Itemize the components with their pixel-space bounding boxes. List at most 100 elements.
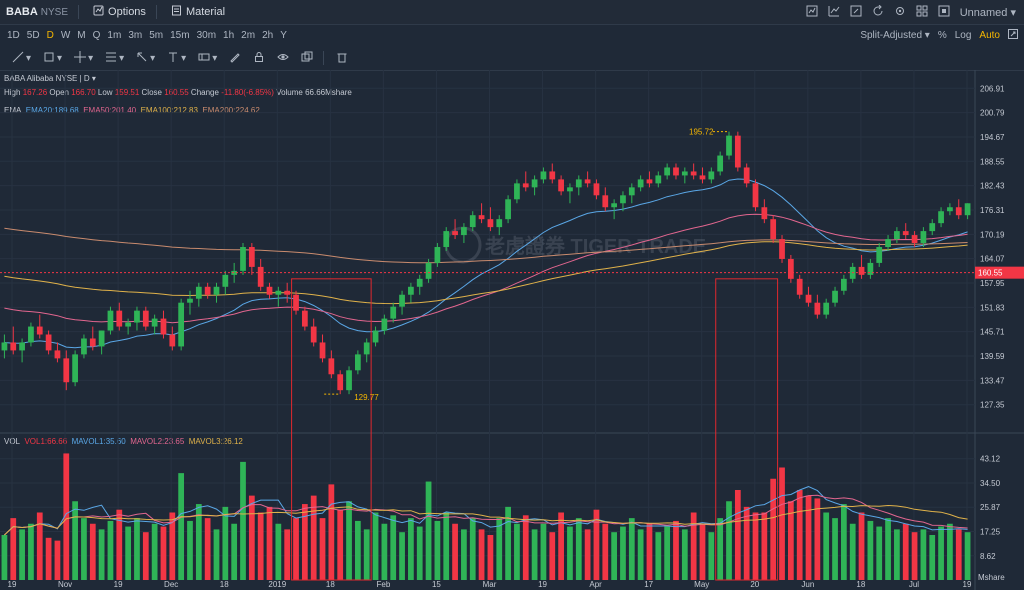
- volume-bar: [770, 478, 777, 580]
- ema-label[interactable]: EMA: [4, 106, 22, 115]
- volume-bar: [266, 506, 273, 580]
- fullscreen-icon[interactable]: [938, 5, 950, 20]
- volume-bar: [142, 532, 149, 580]
- volume-bar: [787, 501, 794, 580]
- volume-bar: [761, 512, 768, 580]
- time-tick-label: May: [694, 580, 709, 589]
- price-tick-label: 182.43: [980, 182, 1005, 191]
- candle: [160, 318, 167, 335]
- close-label: Close: [141, 88, 162, 97]
- timeframe-1m[interactable]: 1m: [107, 29, 122, 41]
- volume-bar: [434, 520, 441, 580]
- candle: [911, 235, 918, 244]
- candle: [425, 262, 432, 279]
- timeframe-1d[interactable]: 1D: [7, 29, 20, 41]
- candle: [266, 286, 273, 295]
- candle: [655, 175, 662, 184]
- volume-bar: [496, 518, 503, 580]
- candle: [920, 231, 927, 244]
- trendline-tool[interactable]: ▾: [12, 51, 31, 66]
- drawing-toolbar: ▾ ▾ ▾ ▾ ▾ ▾ ▾: [0, 46, 1024, 71]
- time-tick-label: Apr: [589, 580, 602, 589]
- timeframe-d[interactable]: D: [46, 29, 54, 41]
- timeframe-q[interactable]: Q: [92, 29, 101, 41]
- chevron-down-icon: ▾: [1010, 6, 1016, 19]
- chevron-down-icon: ▾: [26, 52, 32, 64]
- candle: [726, 135, 732, 156]
- expand-icon[interactable]: [1008, 28, 1018, 42]
- volume-bar: [63, 453, 70, 580]
- chart-settings-icon[interactable]: [806, 5, 818, 20]
- refresh-icon[interactable]: [872, 4, 884, 20]
- volume-bar: [549, 532, 556, 580]
- candle: [646, 179, 653, 184]
- time-tick-label: 15: [432, 580, 441, 589]
- volume-bar: [390, 515, 397, 580]
- lock-tool[interactable]: [253, 51, 265, 66]
- layout-grid-icon[interactable]: [916, 5, 928, 20]
- options-button[interactable]: Options: [93, 5, 146, 19]
- volume-bar: [19, 529, 25, 580]
- log-scale-button[interactable]: Log: [954, 29, 972, 41]
- note-icon[interactable]: [850, 5, 862, 20]
- candle: [390, 306, 397, 319]
- material-button[interactable]: Material: [171, 5, 225, 19]
- timeframe-5m[interactable]: 5m: [149, 29, 164, 41]
- pattern-tool[interactable]: ▾: [198, 51, 217, 66]
- symbol-title[interactable]: BABA Alibaba NYSE | D: [4, 74, 90, 83]
- price-volume-chart[interactable]: 老虎證券 TIGER TRADE 195.72 129.77 206.91 200.…: [0, 70, 1024, 590]
- volume-bar: [832, 518, 838, 580]
- chevron-down-icon: ▾: [88, 52, 94, 64]
- symbol-label[interactable]: BABA: [6, 6, 38, 18]
- candle: [28, 326, 34, 343]
- split-adjusted-dropdown[interactable]: Split-Adjusted ▾: [860, 30, 930, 41]
- arrow-tool[interactable]: ▾: [136, 51, 155, 66]
- text-tool[interactable]: ▾: [167, 51, 186, 66]
- timeframe-3m[interactable]: 3m: [128, 29, 143, 41]
- timeframe-m[interactable]: M: [77, 29, 86, 41]
- timeframe-w[interactable]: W: [60, 29, 71, 41]
- layout-name-dropdown[interactable]: Unnamed ▾: [960, 6, 1016, 19]
- timeframe-2h[interactable]: 2h: [262, 29, 274, 41]
- chevron-down-icon: ▾: [212, 52, 218, 64]
- candle: [955, 207, 962, 216]
- timeframe-5d[interactable]: 5D: [26, 29, 40, 41]
- time-tick-label: 19: [114, 580, 123, 589]
- gear-icon[interactable]: [894, 5, 906, 20]
- volume-bar: [284, 529, 291, 580]
- candle: [363, 342, 370, 355]
- ohlc-row: High 167.26 Open 166.70 Low 159.51 Close…: [4, 88, 352, 97]
- volume-bar: [443, 512, 450, 580]
- delete-tool[interactable]: [336, 51, 348, 66]
- candle: [408, 286, 414, 295]
- timeframe-1h[interactable]: 1h: [223, 29, 235, 41]
- percent-scale-button[interactable]: %: [937, 29, 947, 41]
- divider: [78, 5, 80, 19]
- timeframe-2m[interactable]: 2m: [241, 29, 256, 41]
- candle: [169, 334, 176, 347]
- volume-bars: [1, 453, 971, 580]
- timeframe-30m[interactable]: 30m: [196, 29, 217, 41]
- fib-tool[interactable]: ▾: [105, 51, 124, 66]
- crosshair-tool[interactable]: ▾: [74, 50, 94, 66]
- candle: [867, 262, 874, 275]
- volume-bar: [752, 512, 759, 580]
- low-value: 159.51: [114, 88, 140, 97]
- layout-name-label: Unnamed: [959, 6, 1008, 19]
- visibility-tool[interactable]: [277, 51, 289, 66]
- candle: [248, 247, 255, 267]
- material-label: Material: [185, 6, 226, 18]
- price-axis: 206.91 200.79 194.67 188.55 182.43 176.31 170.…: [980, 84, 1005, 409]
- rectangle-tool[interactable]: ▾: [43, 51, 62, 66]
- timeframe-y[interactable]: Y: [280, 29, 287, 41]
- candle: [628, 187, 635, 196]
- volume-bar: [337, 509, 344, 580]
- indicator-icon[interactable]: [828, 5, 840, 20]
- time-tick-label: 20: [750, 580, 759, 589]
- timeframe-15m[interactable]: 15m: [170, 29, 190, 41]
- open-label: Open: [49, 88, 69, 97]
- volume-bar: [275, 523, 282, 580]
- duplicate-tool[interactable]: [301, 51, 313, 66]
- auto-scale-button[interactable]: Auto: [979, 29, 1000, 41]
- brush-tool[interactable]: [229, 51, 241, 66]
